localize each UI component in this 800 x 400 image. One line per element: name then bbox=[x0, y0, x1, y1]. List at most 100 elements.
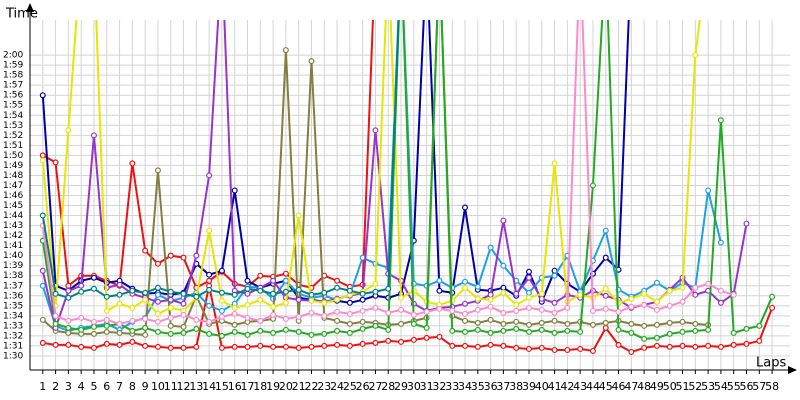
x-tick-label: 31 bbox=[420, 380, 434, 393]
point bbox=[154, 343, 161, 350]
point bbox=[487, 303, 494, 310]
point bbox=[103, 293, 110, 300]
point bbox=[206, 277, 213, 284]
point bbox=[359, 318, 366, 325]
point bbox=[474, 326, 481, 333]
point bbox=[666, 319, 673, 326]
point bbox=[295, 212, 302, 219]
point bbox=[116, 300, 123, 307]
point bbox=[193, 293, 200, 300]
x-tick-label: 52 bbox=[688, 380, 702, 393]
point bbox=[206, 227, 213, 234]
point bbox=[423, 308, 430, 315]
point bbox=[270, 303, 277, 310]
x-tick-label: 43 bbox=[573, 380, 587, 393]
point bbox=[474, 295, 481, 302]
point bbox=[436, 277, 443, 284]
x-tick-label: 51 bbox=[676, 380, 690, 393]
point bbox=[462, 278, 469, 285]
y-tick-label: 1:40 bbox=[3, 251, 23, 261]
point bbox=[602, 254, 609, 261]
point bbox=[346, 287, 353, 294]
x-tick-label: 54 bbox=[714, 380, 728, 393]
x-tick-label: 12 bbox=[177, 380, 191, 393]
point bbox=[359, 307, 366, 314]
point bbox=[167, 288, 174, 295]
point bbox=[462, 300, 469, 307]
point bbox=[282, 326, 289, 333]
point bbox=[666, 302, 673, 309]
y-tick-label: 1:30 bbox=[3, 351, 23, 361]
point bbox=[385, 309, 392, 316]
point bbox=[359, 290, 366, 297]
point bbox=[679, 284, 686, 291]
point bbox=[398, 294, 405, 301]
point bbox=[628, 303, 635, 310]
point bbox=[756, 337, 763, 344]
x-tick-label: 44 bbox=[586, 380, 600, 393]
point bbox=[551, 317, 558, 324]
point bbox=[334, 308, 341, 315]
point bbox=[359, 340, 366, 347]
point bbox=[500, 289, 507, 296]
point bbox=[462, 204, 469, 211]
point bbox=[167, 322, 174, 329]
point bbox=[321, 312, 328, 319]
point bbox=[142, 296, 149, 303]
point bbox=[372, 339, 379, 346]
point bbox=[628, 329, 635, 336]
point bbox=[65, 317, 72, 324]
point bbox=[372, 127, 379, 134]
point bbox=[730, 291, 737, 298]
x-tick-label: 4 bbox=[78, 380, 85, 393]
x-tick-label: 33 bbox=[445, 380, 459, 393]
point bbox=[500, 217, 507, 224]
point bbox=[308, 291, 315, 298]
point bbox=[90, 318, 97, 325]
point bbox=[78, 343, 85, 350]
point bbox=[180, 329, 187, 336]
point bbox=[218, 307, 225, 314]
point bbox=[334, 341, 341, 348]
point bbox=[717, 239, 724, 246]
point bbox=[705, 342, 712, 349]
point bbox=[615, 341, 622, 348]
point bbox=[231, 187, 238, 194]
point bbox=[103, 316, 110, 323]
point bbox=[90, 285, 97, 292]
point bbox=[679, 318, 686, 325]
x-tick-label: 16 bbox=[228, 380, 242, 393]
point bbox=[385, 337, 392, 344]
point bbox=[321, 330, 328, 337]
point bbox=[334, 317, 341, 324]
point bbox=[538, 290, 545, 297]
point bbox=[551, 329, 558, 336]
point bbox=[692, 291, 699, 298]
x-tick-label: 3 bbox=[65, 380, 72, 393]
x-tick-label: 18 bbox=[253, 380, 267, 393]
point bbox=[244, 301, 251, 308]
point bbox=[487, 329, 494, 336]
point bbox=[142, 247, 149, 254]
point bbox=[346, 329, 353, 336]
point bbox=[602, 285, 609, 292]
point bbox=[39, 339, 46, 346]
point bbox=[308, 331, 315, 338]
point bbox=[295, 344, 302, 351]
point bbox=[167, 344, 174, 351]
point bbox=[487, 341, 494, 348]
point bbox=[513, 344, 520, 351]
point bbox=[116, 291, 123, 298]
point bbox=[154, 260, 161, 267]
point bbox=[167, 252, 174, 259]
point bbox=[346, 310, 353, 317]
x-tick-label: 23 bbox=[317, 380, 331, 393]
x-tick-label: 29 bbox=[394, 380, 408, 393]
point bbox=[167, 304, 174, 311]
point bbox=[717, 343, 724, 350]
point bbox=[525, 274, 532, 281]
x-tick-label: 36 bbox=[484, 380, 498, 393]
point bbox=[282, 315, 289, 322]
point bbox=[129, 304, 136, 311]
point bbox=[525, 268, 532, 275]
